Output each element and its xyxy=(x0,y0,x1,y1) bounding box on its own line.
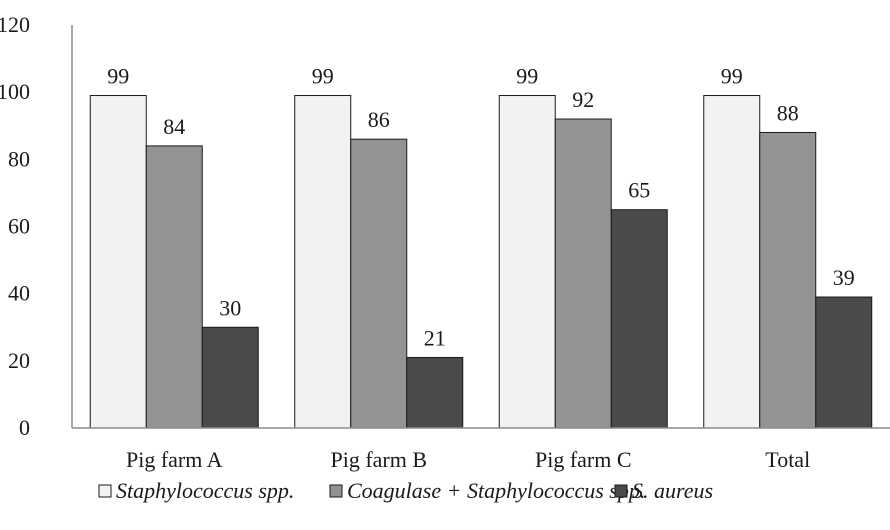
bar xyxy=(498,95,556,429)
bar xyxy=(759,131,817,429)
legend: Staphylococcus spp. Coagulase + Staphyloc… xyxy=(98,478,713,503)
data-label: 88 xyxy=(777,100,799,125)
category-labels: Pig farm A Pig farm B Pig farm C Total xyxy=(126,447,810,472)
data-label: 92 xyxy=(572,87,594,112)
data-label: 30 xyxy=(219,295,241,320)
bar xyxy=(610,209,668,429)
x-tick-label: Pig farm C xyxy=(535,447,632,472)
data-labels-layer: 99 84 30 99 86 21 99 92 65 99 88 39 xyxy=(107,64,855,351)
y-tick-label: 0 xyxy=(19,415,30,440)
bar xyxy=(145,145,203,429)
legend-label: Coagulase + Staphylococcus spp. xyxy=(347,478,645,503)
y-tick-label: 80 xyxy=(8,146,30,171)
x-tick-label: Total xyxy=(765,447,810,472)
legend-swatch xyxy=(329,484,343,498)
y-tick-label: 60 xyxy=(8,214,30,239)
x-tick-label: Pig farm A xyxy=(126,447,223,472)
x-tick-label: Pig farm B xyxy=(330,447,427,472)
data-label: 21 xyxy=(424,325,446,350)
legend-label: S. aureus xyxy=(632,478,713,503)
data-label: 99 xyxy=(721,64,743,89)
data-label: 99 xyxy=(516,64,538,89)
bar xyxy=(89,95,147,429)
bars-layer xyxy=(89,95,873,429)
bar xyxy=(554,118,612,429)
bar xyxy=(815,296,873,429)
legend-label: Staphylococcus spp. xyxy=(116,478,294,503)
y-axis-ticks: 0 20 40 60 80 100 120 xyxy=(0,12,30,440)
data-label: 84 xyxy=(163,114,185,139)
legend-swatch xyxy=(98,484,112,498)
y-tick-label: 100 xyxy=(0,79,30,104)
data-label: 39 xyxy=(833,265,855,290)
data-label: 65 xyxy=(628,178,650,203)
data-label: 99 xyxy=(107,64,129,89)
legend-swatch xyxy=(614,484,628,498)
bar xyxy=(294,95,352,429)
bar xyxy=(350,138,408,429)
data-label: 99 xyxy=(312,64,334,89)
bar xyxy=(703,95,761,429)
y-tick-label: 20 xyxy=(8,348,30,373)
data-label: 86 xyxy=(368,107,390,132)
y-tick-label: 120 xyxy=(0,12,30,37)
y-tick-label: 40 xyxy=(8,281,30,306)
bar xyxy=(201,326,259,429)
bar xyxy=(406,356,464,429)
